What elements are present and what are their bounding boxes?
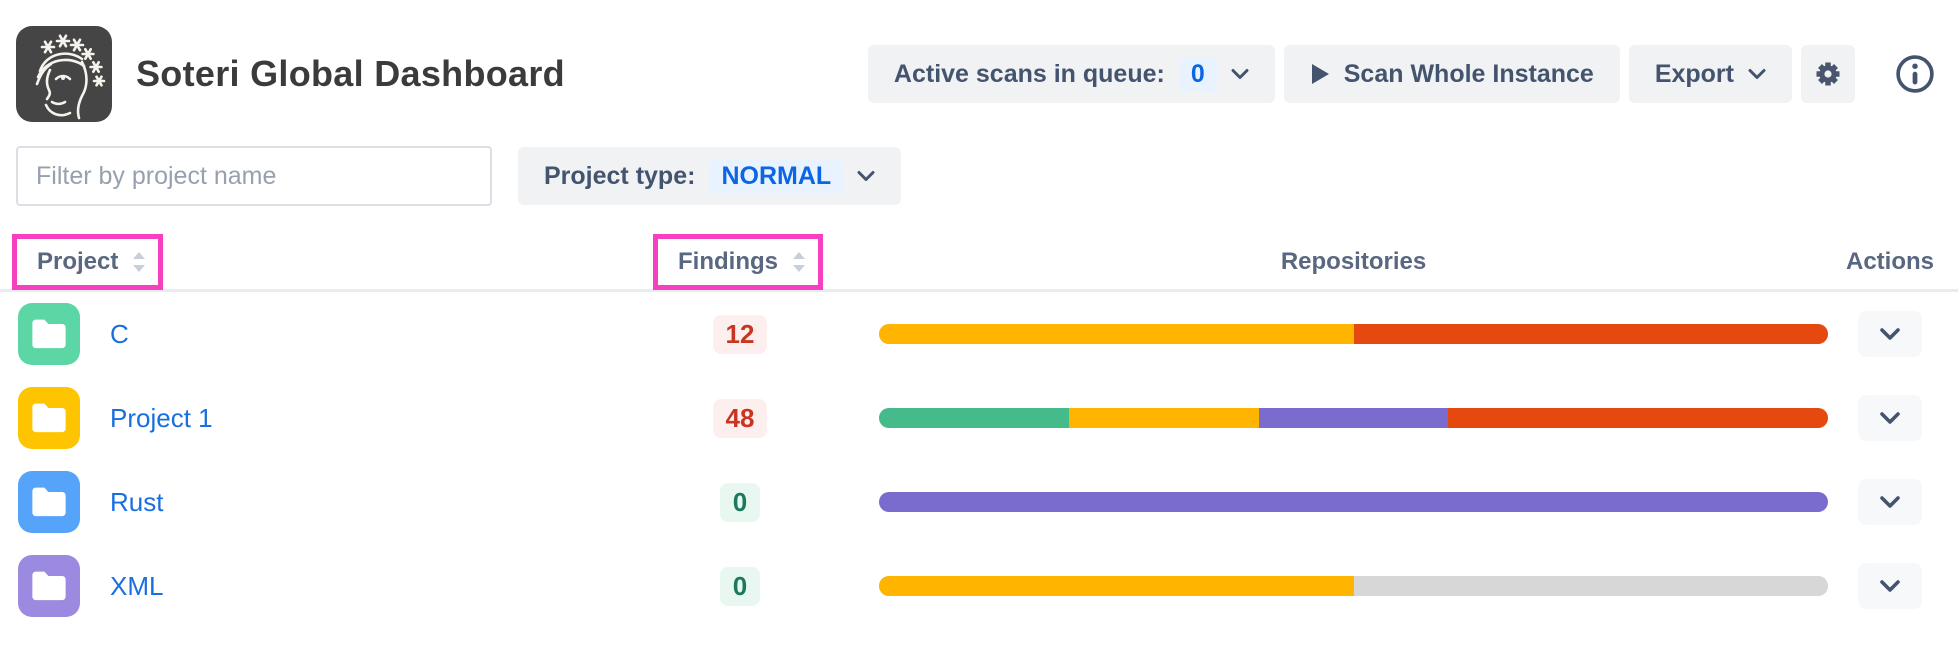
findings-badge: 48 xyxy=(712,398,768,438)
repositories-cell xyxy=(820,576,1838,596)
row-actions-dropdown[interactable] xyxy=(1858,395,1922,441)
export-label: Export xyxy=(1654,59,1734,88)
filter-bar: Project type: NORMAL xyxy=(0,122,1958,206)
findings-cell: 48 xyxy=(712,398,768,438)
project-cell: C xyxy=(16,303,660,365)
annotation-highlight-findings: Findings xyxy=(653,234,823,290)
sort-arrows-icon[interactable] xyxy=(792,251,806,273)
column-label-project: Project xyxy=(37,248,119,275)
column-header-findings[interactable]: Findings xyxy=(653,234,823,290)
page-title: Soteri Global Dashboard xyxy=(136,53,565,94)
play-icon xyxy=(1311,64,1329,84)
chevron-down-icon xyxy=(1880,328,1900,340)
chevron-down-icon xyxy=(1880,580,1900,592)
repository-bar-segment xyxy=(879,408,1069,428)
repository-bar-segment xyxy=(1448,408,1828,428)
active-scans-count-badge: 0 xyxy=(1178,56,1217,92)
repository-bar-segment xyxy=(1353,324,1828,344)
soteri-logo-icon xyxy=(16,26,112,122)
chevron-down-icon xyxy=(1748,69,1766,79)
sort-arrows-icon[interactable] xyxy=(132,251,146,273)
findings-cell: 12 xyxy=(712,314,768,354)
annotation-highlight-project: Project xyxy=(12,234,164,290)
project-name-link[interactable]: Rust xyxy=(110,486,164,517)
column-label-actions: Actions xyxy=(1845,248,1934,275)
repository-bar-segment xyxy=(1353,576,1828,596)
actions-cell xyxy=(1858,563,1922,609)
project-cell: Project 1 xyxy=(16,387,660,449)
folder-icon xyxy=(32,487,66,517)
repository-bar-segment xyxy=(879,576,1354,596)
project-filter-input[interactable] xyxy=(16,146,492,206)
project-name-link[interactable]: XML xyxy=(110,570,164,601)
repository-bar-segment xyxy=(879,324,1354,344)
project-type-label: Project type: xyxy=(544,161,696,190)
project-avatar xyxy=(18,471,80,533)
repositories-bar[interactable] xyxy=(879,324,1828,344)
project-type-dropdown[interactable]: Project type: NORMAL xyxy=(518,147,902,205)
project-avatar xyxy=(18,387,80,449)
row-actions-dropdown[interactable] xyxy=(1858,563,1922,609)
project-avatar xyxy=(18,303,80,365)
projects-table: Project Findings Repositories Actions xyxy=(0,234,1958,628)
column-label-findings: Findings xyxy=(678,248,778,275)
project-cell: XML xyxy=(16,555,660,617)
folder-icon xyxy=(32,319,66,349)
export-dropdown[interactable]: Export xyxy=(1628,45,1792,103)
repositories-bar[interactable] xyxy=(879,576,1828,596)
table-row: XML 0 xyxy=(0,544,1958,628)
active-scans-queue-dropdown[interactable]: Active scans in queue: 0 xyxy=(867,45,1275,103)
repositories-bar[interactable] xyxy=(879,408,1828,428)
project-name-link[interactable]: Project 1 xyxy=(110,402,213,433)
actions-cell xyxy=(1858,395,1922,441)
table-body: C 12 Project 1 48 xyxy=(0,292,1958,628)
topbar-actions: Active scans in queue: 0 Scan Whole Inst… xyxy=(867,45,1942,103)
project-avatar xyxy=(18,555,80,617)
settings-button[interactable] xyxy=(1801,45,1855,103)
column-header-actions: Actions xyxy=(1846,248,1934,276)
table-row: Project 1 48 xyxy=(0,376,1958,460)
repositories-bar[interactable] xyxy=(879,492,1828,512)
project-cell: Rust xyxy=(16,471,660,533)
chevron-down-icon xyxy=(1880,412,1900,424)
repositories-cell xyxy=(820,408,1838,428)
repositories-cell xyxy=(820,324,1838,344)
repository-bar-segment xyxy=(1068,408,1259,428)
column-label-repositories: Repositories xyxy=(1280,248,1427,275)
actions-cell xyxy=(1858,479,1922,525)
repositories-cell xyxy=(820,492,1838,512)
chevron-down-icon xyxy=(1231,69,1249,79)
project-name-link[interactable]: C xyxy=(110,318,129,349)
scan-button-label: Scan Whole Instance xyxy=(1343,59,1594,88)
findings-badge: 12 xyxy=(712,314,768,354)
findings-cell: 0 xyxy=(719,566,761,606)
table-row: Rust 0 xyxy=(0,460,1958,544)
info-button[interactable] xyxy=(1888,45,1942,103)
column-header-project[interactable]: Project xyxy=(12,234,660,290)
folder-icon xyxy=(32,403,66,433)
project-type-value-badge: NORMAL xyxy=(709,158,844,194)
findings-cell: 0 xyxy=(719,482,761,522)
scan-whole-instance-button[interactable]: Scan Whole Instance xyxy=(1283,45,1620,103)
findings-badge: 0 xyxy=(719,482,761,522)
findings-badge: 0 xyxy=(719,566,761,606)
chevron-down-icon xyxy=(857,171,875,181)
repository-bar-segment xyxy=(1258,408,1449,428)
repository-bar-segment xyxy=(879,492,1828,512)
info-circle-icon xyxy=(1896,55,1934,93)
chevron-down-icon xyxy=(1880,496,1900,508)
table-row: C 12 xyxy=(0,292,1958,376)
top-bar: Soteri Global Dashboard Active scans in … xyxy=(0,0,1958,122)
row-actions-dropdown[interactable] xyxy=(1858,311,1922,357)
folder-icon xyxy=(32,571,66,601)
gear-icon xyxy=(1816,62,1840,86)
row-actions-dropdown[interactable] xyxy=(1858,479,1922,525)
column-header-repositories: Repositories xyxy=(820,248,1838,276)
table-header-row: Project Findings Repositories Actions xyxy=(0,234,1958,292)
actions-cell xyxy=(1858,311,1922,357)
active-scans-label: Active scans in queue: xyxy=(893,59,1165,88)
